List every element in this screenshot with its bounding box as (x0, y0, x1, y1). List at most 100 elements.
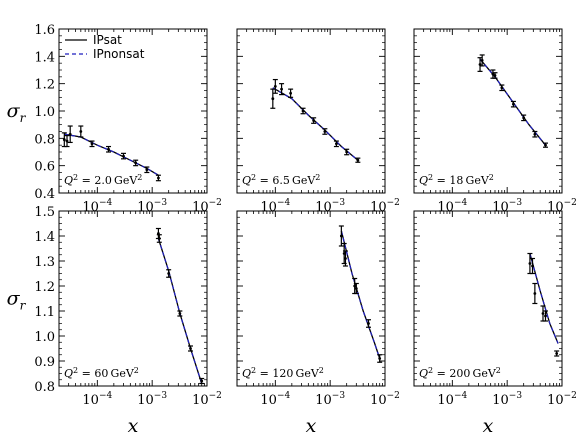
ipsat-curve (64, 133, 159, 176)
ipnonsat-curve (479, 58, 546, 146)
marker (478, 63, 482, 66)
marker (512, 102, 515, 106)
data-point (353, 282, 359, 295)
marker (90, 142, 94, 146)
data-point (177, 310, 183, 317)
marker (122, 154, 125, 158)
data-point (106, 145, 112, 153)
data-point (527, 252, 533, 275)
panel-frame (236, 28, 386, 194)
marker (312, 119, 316, 122)
x-tick-label: 10−2 (547, 391, 577, 408)
data-point (64, 135, 70, 148)
panel-frame (58, 210, 208, 387)
data-point (279, 83, 285, 96)
panel-6: 10−4 10−3 10−2 Q2 = 200 GeV2 x (413, 210, 577, 436)
y-tick-label: 0.4 (34, 187, 55, 202)
x-axis-label: x (128, 415, 139, 436)
q2-label: Q2 = 2.0 GeV2 (64, 173, 142, 187)
marker (345, 150, 349, 154)
marker (65, 139, 69, 143)
q2-label: Q2 = 200 GeV2 (419, 366, 501, 380)
marker (528, 262, 532, 265)
y-tick-label: 0.8 (34, 380, 55, 395)
panel-1: 10−4 10−3 10−20.40.60.81.01.21.41.6Q2 = 2.… (7, 23, 222, 215)
legend-label: IPnonsat (93, 47, 145, 61)
y-tick-label: 1.1 (34, 305, 55, 320)
y-tick-label: 1.6 (34, 23, 55, 38)
data-point (554, 350, 560, 357)
marker (544, 314, 547, 318)
data-point (542, 310, 548, 322)
marker (522, 116, 526, 120)
marker (107, 147, 110, 151)
marker (480, 59, 484, 62)
data-point (89, 140, 95, 148)
marker (354, 287, 358, 290)
y-tick-label: 1.3 (34, 255, 55, 270)
x-axis-label: x (483, 415, 494, 436)
y-axis-label: σr (7, 100, 27, 125)
data-point (377, 354, 383, 363)
y-tick-label: 1.0 (34, 330, 55, 345)
y-tick-label: 1.4 (34, 50, 55, 65)
x-tick-label: 10−3 (137, 391, 167, 408)
panel-frame (413, 28, 563, 194)
ipnonsat-curve (64, 133, 159, 176)
y-tick-label: 1.5 (34, 205, 55, 220)
data-point (530, 257, 536, 275)
data-point (187, 345, 193, 352)
marker (531, 264, 534, 268)
marker (157, 176, 160, 180)
marker (178, 312, 182, 315)
data-point (542, 142, 548, 148)
x-tick-label: 10−2 (370, 391, 400, 408)
marker (353, 284, 357, 288)
marker (541, 312, 545, 315)
marker (323, 130, 327, 133)
marker (367, 322, 370, 325)
marker (145, 168, 149, 172)
marker (289, 91, 293, 95)
marker (167, 272, 171, 275)
x-tick-label: 10−3 (492, 391, 522, 408)
data-point (355, 157, 361, 163)
panel-4: 10−4 10−3 10−2 0.8 0.9 1.0 1.1 1.2 1.3 1.4 1.5 Q2 =… (7, 205, 222, 436)
data-point (532, 282, 538, 305)
data-point (156, 234, 162, 243)
panel-3: 10−4 10−3 10−2Q2 = 18 GeV2 (413, 28, 577, 215)
marker (544, 143, 547, 147)
q2-label: Q2 = 120 GeV2 (242, 366, 324, 380)
data-point (338, 225, 344, 247)
panel-frame (413, 210, 563, 387)
y-tick-label: 1.4 (34, 230, 55, 245)
data-point (120, 152, 126, 160)
marker (189, 347, 192, 350)
x-tick-label: 10−4 (260, 391, 290, 408)
ipnonsat-curve (340, 230, 381, 359)
x-tick-label: 10−2 (192, 391, 222, 408)
marker (491, 72, 495, 76)
data-point (479, 54, 485, 67)
marker (378, 357, 382, 360)
x-axis-label: x (306, 415, 317, 436)
ipsat-curve (529, 253, 559, 344)
marker (280, 87, 283, 91)
marker (339, 234, 343, 238)
y-axis-label: σr (7, 288, 27, 313)
marker (356, 158, 360, 162)
data-point (365, 319, 371, 328)
y-tick-label: 0.6 (34, 160, 55, 175)
marker (493, 74, 497, 77)
data-point (144, 166, 150, 174)
panel-5: 10−4 10−3 10−2 Q2 = 120 GeV2 x (236, 210, 400, 436)
marker (62, 138, 66, 142)
panel-frame (236, 210, 386, 387)
ipsat-curve (340, 230, 381, 359)
data-point (510, 100, 516, 108)
q2-label: Q2 = 6.5 GeV2 (242, 173, 320, 187)
ipnonsat-curve (272, 87, 359, 161)
data-point (133, 159, 139, 167)
data-point (344, 148, 350, 156)
